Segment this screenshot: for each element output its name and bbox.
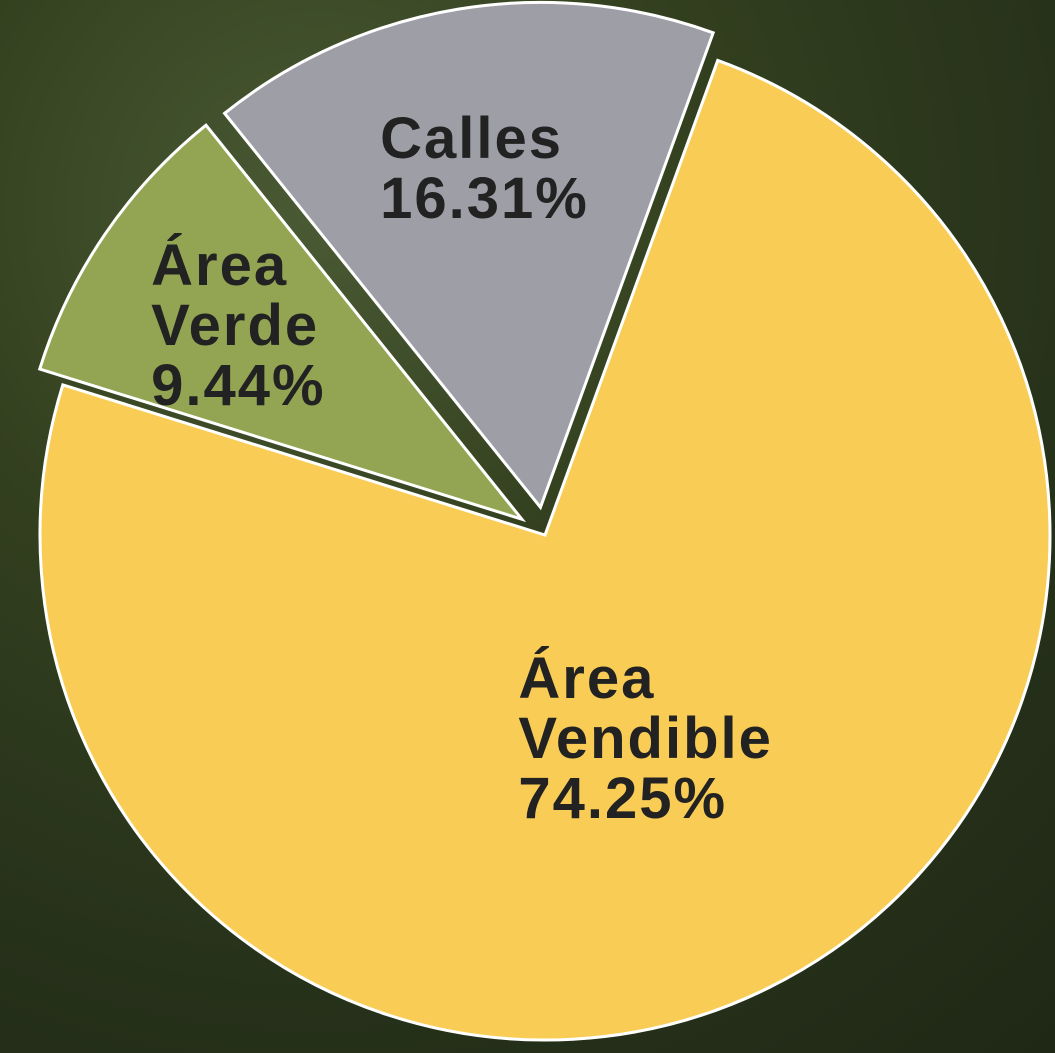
page: (() => { const data = JSON.parse(documen… — [0, 0, 1055, 1053]
value-label: 9.44% — [151, 356, 325, 416]
category-label: Calles — [380, 109, 563, 169]
value-label: 16.31% — [380, 169, 589, 229]
category-label: Área Vendible — [518, 649, 773, 769]
category-label: Área Verde — [151, 236, 319, 356]
value-label: 74.25% — [518, 769, 773, 829]
